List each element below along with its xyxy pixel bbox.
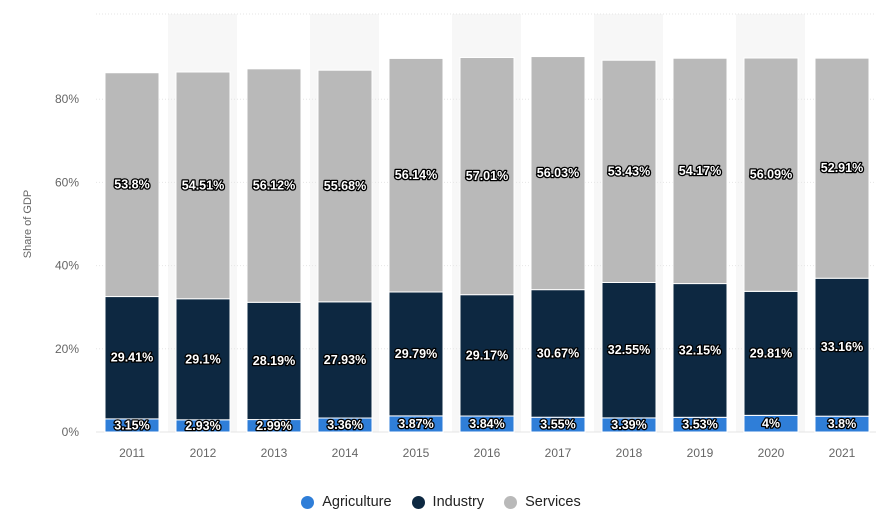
data-label-industry: 29.41% [111,351,153,365]
bar-services[interactable] [388,57,444,293]
legend-label: Industry [432,494,485,510]
legend-item-agriculture[interactable]: Agriculture [301,494,392,510]
y-tick-label: 40% [55,259,79,273]
y-tick-label: 60% [55,175,79,189]
legend-label: Services [525,494,581,510]
data-label-services: 57.01% [466,169,508,183]
x-tick-label: 2017 [545,446,572,460]
bars [104,56,870,433]
data-label-agriculture: 3.39% [611,418,646,432]
data-label-agriculture: 3.87% [398,417,433,431]
data-label-industry: 29.17% [466,348,508,362]
legend-item-industry[interactable]: Industry [411,494,485,510]
bar-industry[interactable] [601,281,657,419]
bar-services[interactable] [743,57,799,292]
legend-marker-icon [301,495,315,509]
bar-services[interactable] [672,57,728,285]
bar-services[interactable] [317,69,373,303]
bar-services[interactable] [814,57,870,279]
legend-marker-icon [411,495,425,509]
bar-industry[interactable] [814,277,870,417]
legend-item-services[interactable]: Services [504,494,581,510]
data-label-services: 56.12% [253,179,295,193]
x-tick-label: 2016 [474,446,501,460]
data-label-services: 55.68% [324,179,366,193]
legend-marker-icon [504,495,518,509]
bar-industry[interactable] [317,301,373,419]
data-label-services: 56.14% [395,168,437,182]
data-label-agriculture: 4% [762,417,780,431]
x-tick-label: 2014 [332,446,359,460]
data-label-industry: 32.15% [679,343,721,357]
data-label-services: 53.8% [114,178,149,192]
data-label-industry: 30.67% [537,346,579,360]
data-label-services: 56.09% [750,168,792,182]
data-label-services: 54.17% [679,164,721,178]
data-label-services: 52.91% [821,161,863,175]
data-labels: 3.15% 29.41% 53.8% 2.93% 29.1% 54.51% 2.99% 28.… [109,160,864,434]
data-label-industry: 32.55% [608,343,650,357]
x-tick-label: 2013 [261,446,288,460]
x-tick-label: 2019 [687,446,714,460]
x-tick-label: 2012 [190,446,217,460]
data-label-agriculture: 3.36% [327,418,362,432]
bar-industry[interactable] [743,290,799,416]
data-label-industry: 33.16% [821,340,863,354]
data-label-agriculture: 2.99% [256,419,291,433]
bar-services[interactable] [175,71,231,300]
data-label-industry: 27.93% [324,353,366,367]
data-label-services: 53.43% [608,164,650,178]
x-tick-label: 2021 [829,446,856,460]
bar-industry[interactable] [459,294,515,417]
x-axis-ticks: 2011 2012 2013 2014 2015 2016 2017 2018 2019 2020… [119,446,856,460]
data-label-industry: 28.19% [253,354,295,368]
bar-industry[interactable] [246,301,302,421]
y-tick-label: 20% [55,342,79,356]
legend-label: Agriculture [322,494,392,510]
data-label-industry: 29.1% [185,352,220,366]
bar-services[interactable] [104,72,160,298]
x-tick-label: 2020 [758,446,785,460]
data-label-agriculture: 3.8% [828,417,857,431]
bar-services[interactable] [601,59,657,283]
data-label-agriculture: 3.55% [540,418,575,432]
data-label-agriculture: 3.15% [114,418,149,432]
x-tick-label: 2011 [119,446,145,460]
data-label-services: 56.03% [537,166,579,180]
bar-services[interactable] [530,56,586,291]
bar-services[interactable] [246,68,302,303]
bar-industry[interactable] [388,291,444,417]
x-tick-label: 2018 [616,446,643,460]
x-tick-label: 2015 [403,446,430,460]
data-label-industry: 29.81% [750,346,792,360]
bar-industry[interactable] [530,289,586,418]
y-axis-label: Share of GDP [22,190,34,258]
data-label-industry: 29.79% [395,347,437,361]
y-tick-label: 80% [55,92,79,106]
legend: Agriculture Industry Services [0,491,882,513]
bar-services[interactable] [459,57,515,296]
y-tick-label: 0% [62,425,80,439]
data-label-services: 54.51% [182,178,224,192]
data-label-agriculture: 3.84% [469,417,504,431]
y-axis-ticks: 0% 20% 40% 60% 80% [55,92,79,439]
data-label-agriculture: 2.93% [185,419,220,433]
data-label-agriculture: 3.53% [682,418,717,432]
